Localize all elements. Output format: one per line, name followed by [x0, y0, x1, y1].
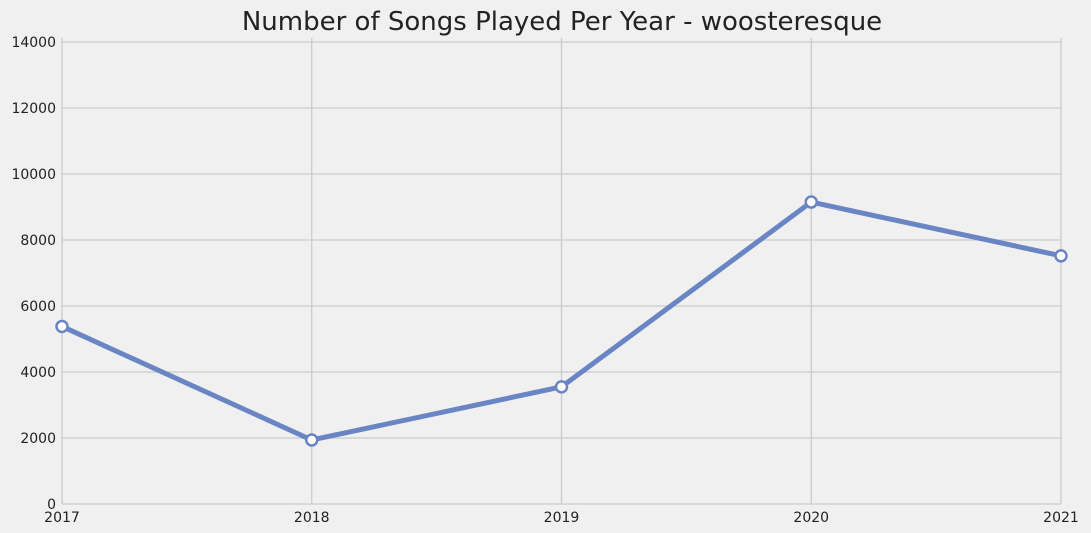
chart-title: Number of Songs Played Per Year - wooste… [242, 7, 882, 37]
data-point [804, 195, 818, 209]
x-tick-label: 2021 [1043, 510, 1079, 526]
y-tick-label: 14000 [11, 35, 56, 51]
y-axis-tick-labels: 0 2000 4000 6000 8000 10000 12000 14000 [11, 35, 56, 513]
x-tick-label: 2017 [44, 510, 80, 526]
data-point [305, 433, 319, 447]
data-point [1054, 249, 1068, 263]
y-tick-label: 6000 [20, 299, 56, 315]
data-point [554, 380, 569, 394]
x-tick-label: 2019 [544, 510, 580, 526]
y-tick-label: 2000 [20, 431, 56, 447]
x-tick-label: 2018 [294, 510, 330, 526]
x-tick-label: 2020 [793, 510, 829, 526]
x-axis-tick-labels: 2017 2018 2019 2020 2021 [44, 510, 1079, 526]
data-series [55, 195, 1068, 447]
y-tick-label: 4000 [20, 365, 56, 381]
y-tick-label: 8000 [20, 233, 56, 249]
y-tick-label: 12000 [11, 101, 56, 117]
y-tick-label: 0 [47, 497, 56, 513]
y-tick-label: 10000 [11, 167, 56, 183]
data-point [55, 319, 69, 334]
grid-lines [61, 38, 1062, 505]
